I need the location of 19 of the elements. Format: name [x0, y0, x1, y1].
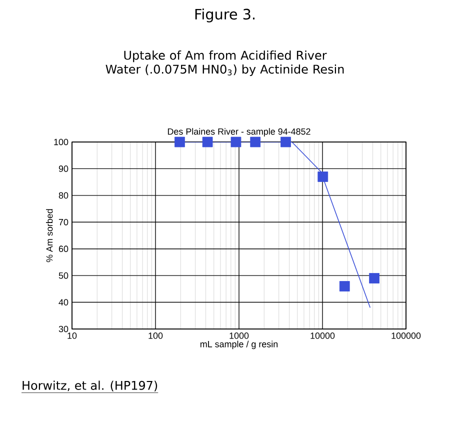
x-tick-label: 100000	[392, 332, 421, 339]
x-tick-label: 100	[148, 332, 163, 339]
y-tick-label: 40	[58, 299, 68, 306]
x-tick-label: 10	[68, 332, 77, 339]
chart-title: Figure 3.	[195, 8, 254, 22]
chart-subtitle: Uptake of Am from Acidified River Water (.0.075M HN0$_{3}$) by Actinide Resin	[106, 50, 344, 76]
x-tick-label: 1000	[230, 332, 249, 339]
x-axis-title: mL sample / g resin	[200, 340, 278, 350]
y-tick-label: 70	[58, 218, 68, 226]
y-tick-label: 30	[58, 326, 68, 332]
y-tick-label: 90	[58, 166, 68, 172]
y-tick-label: 100	[54, 138, 68, 146]
y-tick-label: 80	[58, 192, 68, 199]
y-tick-label: 50	[58, 272, 68, 279]
text: Des Plaines River - sample 94-4852	[168, 128, 310, 136]
y-axis-title: % Am sorbed	[46, 209, 53, 262]
y-tick-label: 60	[58, 246, 68, 252]
x-tick-label: 10000	[310, 332, 335, 339]
text: Horwitz, et al. (HP197)	[22, 380, 158, 392]
